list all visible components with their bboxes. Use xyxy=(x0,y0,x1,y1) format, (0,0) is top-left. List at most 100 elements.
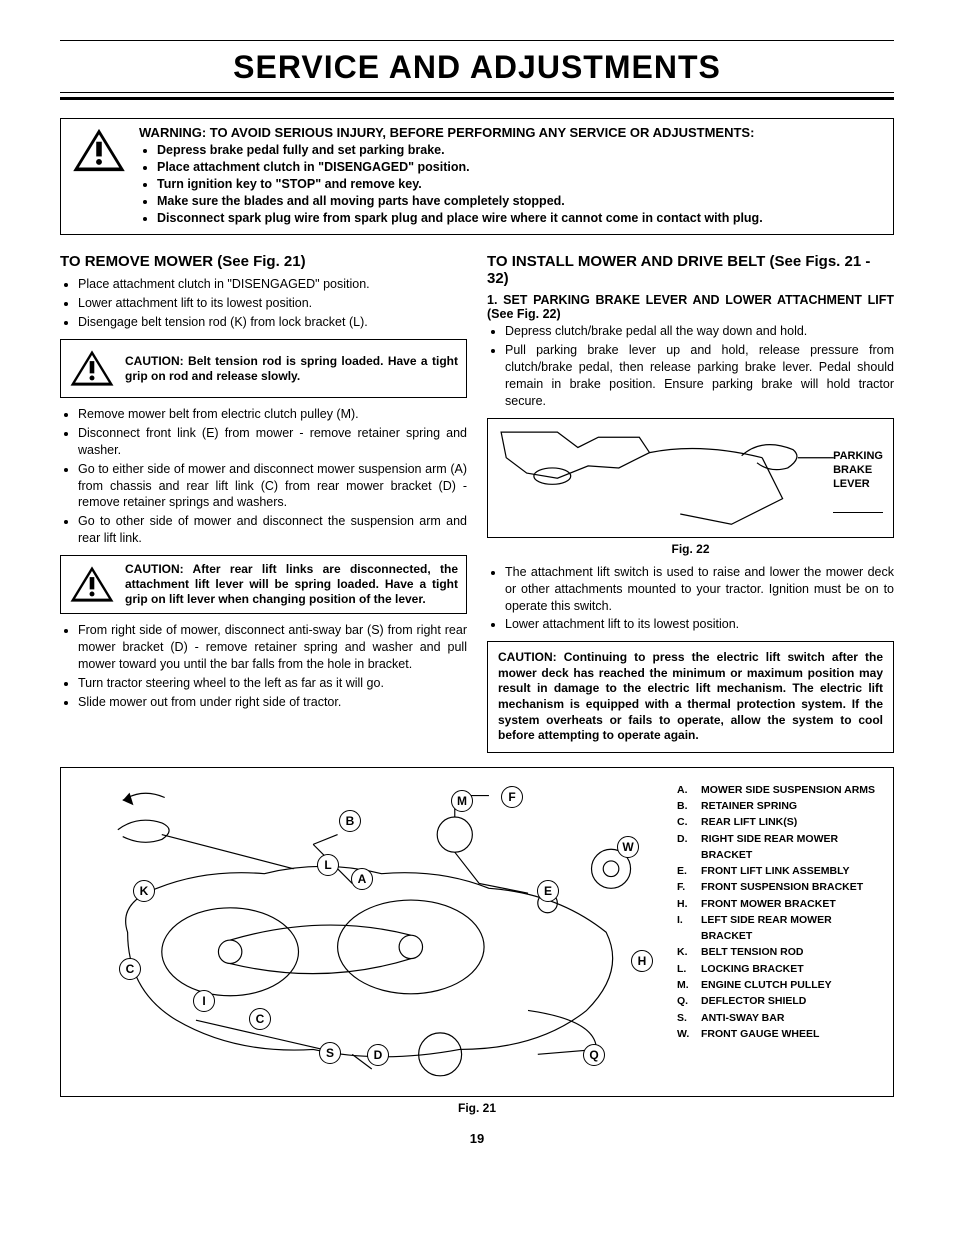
fig21-drawing: MFBWLAKECICHSDQ xyxy=(61,768,663,1096)
legend-row: I.LEFT SIDE REAR MOWER BRACKET xyxy=(677,912,883,945)
fig22-caption: Fig. 22 xyxy=(487,542,894,556)
legend-key: B. xyxy=(677,798,693,814)
legend-key: F. xyxy=(677,879,693,895)
legend-value: FRONT MOWER BRACKET xyxy=(701,896,883,912)
caution-text: CAUTION: After rear lift links are disco… xyxy=(125,562,458,607)
list-item: Depress clutch/brake pedal all the way d… xyxy=(505,323,894,340)
callout-m: M xyxy=(451,790,473,812)
list-item: Pull parking brake lever up and hold, re… xyxy=(505,342,894,410)
legend-value: DEFLECTOR SHIELD xyxy=(701,993,883,1009)
warning-list: Depress brake pedal fully and set parkin… xyxy=(157,142,883,226)
list-item: Turn tractor steering wheel to the left … xyxy=(78,675,467,692)
legend-value: LEFT SIDE REAR MOWER BRACKET xyxy=(701,912,883,945)
list-item: Place attachment clutch in "DISENGAGED" … xyxy=(78,276,467,293)
fig21-caption: Fig. 21 xyxy=(60,1101,894,1115)
legend-key: E. xyxy=(677,863,693,879)
legend-value: ENGINE CLUTCH PULLEY xyxy=(701,977,883,993)
caution-box-2: CAUTION: After rear lift links are disco… xyxy=(60,555,467,614)
warning-icon xyxy=(69,562,115,607)
legend-row: D.RIGHT SIDE REAR MOWER BRACKET xyxy=(677,831,883,864)
page-title: SERVICE AND ADJUSTMENTS xyxy=(60,49,894,86)
callout-b: B xyxy=(339,810,361,832)
list-item: Slide mower out from under right side of… xyxy=(78,694,467,711)
warning-item: Place attachment clutch in "DISENGAGED" … xyxy=(157,159,883,176)
legend-row: S. ANTI-SWAY BAR xyxy=(677,1010,883,1026)
legend-row: W.FRONT GAUGE WHEEL xyxy=(677,1026,883,1042)
rule-top xyxy=(60,40,894,41)
warning-header: WARNING: TO AVOID SERIOUS INJURY, BEFORE… xyxy=(139,125,883,140)
list-item: The attachment lift switch is used to ra… xyxy=(505,564,894,615)
legend-value: REAR LIFT LINK(S) xyxy=(701,814,883,830)
warning-icon xyxy=(69,346,115,391)
fig22-sketch xyxy=(496,427,885,538)
list-item: Disconnect front link (E) from mower - r… xyxy=(78,425,467,459)
legend-value: FRONT SUSPENSION BRACKET xyxy=(701,879,883,895)
warning-box: WARNING: TO AVOID SERIOUS INJURY, BEFORE… xyxy=(60,118,894,235)
fig21-sketch xyxy=(69,776,655,1079)
legend-key: L. xyxy=(677,961,693,977)
callout-a: A xyxy=(351,868,373,890)
legend-row: E.FRONT LIFT LINK ASSEMBLY xyxy=(677,863,883,879)
figure-22: PARKING BRAKE LEVER xyxy=(487,418,894,538)
warning-icon xyxy=(71,125,127,176)
left-list-1: Place attachment clutch in "DISENGAGED" … xyxy=(60,276,467,331)
callout-f: F xyxy=(501,786,523,808)
list-item: From right side of mower, disconnect ant… xyxy=(78,622,467,673)
list-item: Lower attachment lift to its lowest posi… xyxy=(78,295,467,312)
callout-h: H xyxy=(631,950,653,972)
legend-key: I. xyxy=(677,912,693,945)
list-item: Go to either side of mower and disconnec… xyxy=(78,461,467,512)
left-column: TO REMOVE MOWER (See Fig. 21) Place atta… xyxy=(60,249,467,752)
right-heading: TO INSTALL MOWER AND DRIVE BELT (See Fig… xyxy=(487,253,894,287)
legend-row: L. LOCKING BRACKET xyxy=(677,961,883,977)
list-item: Remove mower belt from electric clutch p… xyxy=(78,406,467,423)
legend-value: ANTI-SWAY BAR xyxy=(701,1010,883,1026)
step-header: 1. SET PARKING BRAKE LEVER AND LOWER ATT… xyxy=(487,293,894,321)
legend-key: Q. xyxy=(677,993,693,1009)
caution-plain: CAUTION: Continuing to press the electri… xyxy=(487,641,894,753)
legend-key: H. xyxy=(677,896,693,912)
list-item: Go to other side of mower and disconnect… xyxy=(78,513,467,547)
callout-c: C xyxy=(119,958,141,980)
page-number: 19 xyxy=(60,1131,894,1146)
legend-row: M. ENGINE CLUTCH PULLEY xyxy=(677,977,883,993)
legend-row: A. MOWER SIDE SUSPENSION ARMS xyxy=(677,782,883,798)
legend-row: B.RETAINER SPRING xyxy=(677,798,883,814)
callout-c: C xyxy=(249,1008,271,1030)
legend-key: S. xyxy=(677,1010,693,1026)
callout-i: I xyxy=(193,990,215,1012)
figure-21: MFBWLAKECICHSDQ A.MOWER SIDE SUSPENSION … xyxy=(60,767,894,1097)
callout-d: D xyxy=(367,1044,389,1066)
left-list-2: Remove mower belt from electric clutch p… xyxy=(60,406,467,547)
callout-k: K xyxy=(133,880,155,902)
left-heading: TO REMOVE MOWER (See Fig. 21) xyxy=(60,253,467,270)
warning-item: Turn ignition key to "STOP" and remove k… xyxy=(157,176,883,193)
rule-thick xyxy=(60,97,894,100)
legend-row: C. REAR LIFT LINK(S) xyxy=(677,814,883,830)
list-item: Disengage belt tension rod (K) from lock… xyxy=(78,314,467,331)
rule-mid xyxy=(60,92,894,93)
legend-value: LOCKING BRACKET xyxy=(701,961,883,977)
fig22-label: PARKING BRAKE LEVER xyxy=(833,449,883,513)
legend-row: Q. DEFLECTOR SHIELD xyxy=(677,993,883,1009)
legend-value: MOWER SIDE SUSPENSION ARMS xyxy=(701,782,883,798)
callout-q: Q xyxy=(583,1044,605,1066)
legend-key: K. xyxy=(677,944,693,960)
legend-key: C. xyxy=(677,814,693,830)
legend-row: K.BELT TENSION ROD xyxy=(677,944,883,960)
warning-item: Depress brake pedal fully and set parkin… xyxy=(157,142,883,159)
left-list-3: From right side of mower, disconnect ant… xyxy=(60,622,467,710)
legend-value: RIGHT SIDE REAR MOWER BRACKET xyxy=(701,831,883,864)
list-item: Lower attachment lift to its lowest posi… xyxy=(505,616,894,633)
warning-item: Make sure the blades and all moving part… xyxy=(157,193,883,210)
legend-key: W. xyxy=(677,1026,693,1042)
callout-l: L xyxy=(317,854,339,876)
legend-key: M. xyxy=(677,977,693,993)
right-list-2: The attachment lift switch is used to ra… xyxy=(487,564,894,634)
legend-row: F. FRONT SUSPENSION BRACKET xyxy=(677,879,883,895)
legend-key: A. xyxy=(677,782,693,798)
caution-box-1: CAUTION: Belt tension rod is spring load… xyxy=(60,339,467,398)
callout-w: W xyxy=(617,836,639,858)
callout-e: E xyxy=(537,880,559,902)
warning-item: Disconnect spark plug wire from spark pl… xyxy=(157,210,883,227)
